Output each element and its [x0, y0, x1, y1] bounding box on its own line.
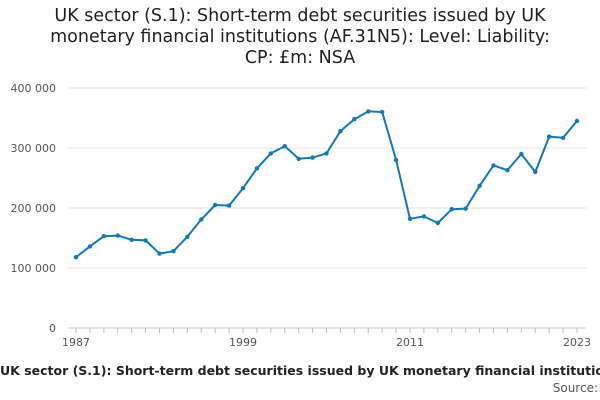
chart-title-line-1: UK sector (S.1): Short-term debt securit… [54, 6, 546, 26]
chart-title-line-3: CP: £m: NSA [244, 48, 356, 68]
data-point [212, 202, 218, 208]
data-point [352, 117, 357, 122]
gridlines [68, 87, 586, 329]
data-point [185, 234, 190, 239]
y-tick-label: 300 000 [11, 142, 57, 155]
data-point [560, 135, 566, 140]
data-point [268, 151, 274, 156]
series-line-group [73, 109, 580, 260]
y-tick-label: 400 000 [11, 82, 57, 95]
data-point [407, 216, 413, 221]
data-point [574, 118, 580, 124]
series-line [75, 110, 578, 258]
data-point [199, 217, 204, 222]
data-point [73, 255, 79, 260]
x-tick-label: 2023 [563, 336, 591, 349]
y-axis: 0 100 000 200 000 300 000 400 000 [11, 82, 57, 335]
x-tick-label: 2011 [396, 336, 424, 349]
y-tick-label: 100 000 [11, 262, 57, 275]
data-point [393, 157, 399, 163]
data-point [533, 169, 538, 175]
data-point [157, 251, 162, 256]
data-point [87, 244, 93, 249]
data-point [519, 151, 524, 157]
y-tick-label: 0 [49, 322, 56, 335]
data-point [463, 206, 468, 211]
data-point [240, 186, 246, 191]
x-tick-label: 1987 [62, 336, 90, 349]
data-point [505, 168, 510, 173]
data-point [226, 203, 232, 208]
data-point [421, 214, 427, 219]
data-point [171, 249, 176, 254]
data-point [282, 144, 287, 149]
x-axis: 1987 1999 2011 2023 [62, 328, 591, 349]
source-label: Source: [552, 381, 598, 395]
data-point [143, 238, 148, 243]
y-tick-label: 200 000 [11, 202, 57, 215]
data-point [546, 134, 552, 139]
data-point [296, 156, 301, 161]
data-point [379, 109, 385, 115]
data-point [435, 220, 441, 226]
data-point [477, 183, 482, 188]
data-point [129, 237, 134, 242]
data-point [310, 155, 315, 160]
data-point [254, 166, 260, 171]
data-point [101, 234, 107, 239]
data-point [338, 129, 343, 134]
data-point [324, 151, 329, 156]
chart-title: UK sector (S.1): Short-term debt securit… [0, 6, 600, 69]
x-tick-label: 1999 [229, 336, 257, 349]
chart-title-line-2: monetary financial institutions (AF.31N5… [50, 27, 550, 47]
data-point [449, 207, 454, 212]
series-label: UK sector (S.1): Short-term debt securit… [0, 363, 600, 378]
data-point [491, 163, 496, 168]
data-point [115, 233, 120, 238]
data-point [366, 109, 371, 114]
